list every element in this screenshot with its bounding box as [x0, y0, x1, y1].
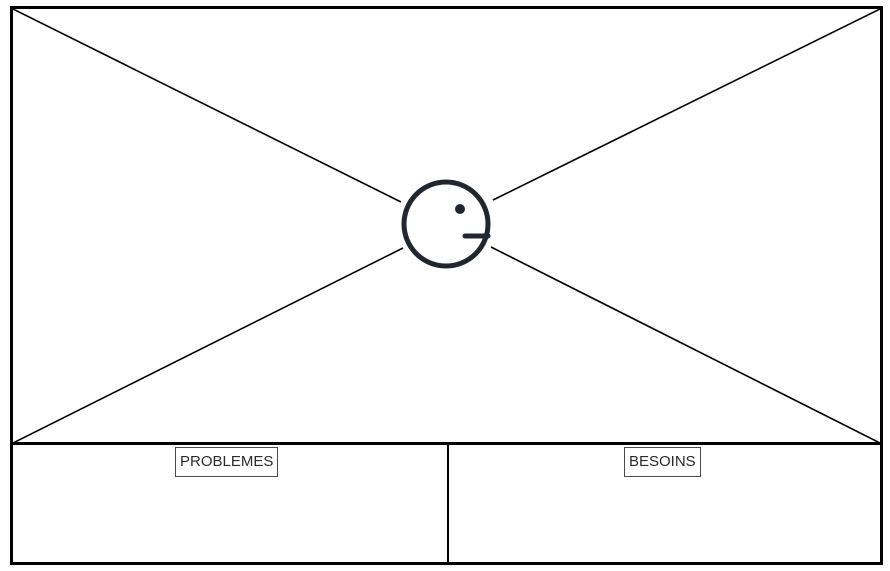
diagonal-line-bottom-right: [490, 246, 880, 443]
diagonal-line-top-right: [492, 9, 880, 201]
horizontal-divider: [13, 442, 880, 445]
problemes-label: PROBLEMES: [175, 447, 279, 477]
face-icon: [401, 179, 491, 269]
wireframe-frame: PROBLEMES BESOINS: [10, 6, 883, 565]
diagonal-line-top-left: [13, 9, 402, 203]
image-placeholder-cross: [13, 9, 880, 443]
diagonal-line-bottom-left: [13, 247, 404, 443]
image-placeholder: [13, 9, 880, 443]
besoins-label: BESOINS: [624, 447, 701, 477]
vertical-divider: [447, 445, 449, 562]
